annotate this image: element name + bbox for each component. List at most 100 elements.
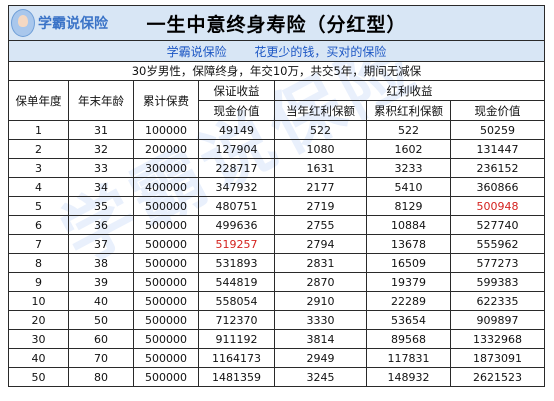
table-row: 4 34 400000 347932 2177 5410 360866 xyxy=(8,177,545,197)
cell-annual-bonus: 522 xyxy=(274,120,367,140)
cell-annual-bonus: 2719 xyxy=(274,196,367,216)
cell-premium: 500000 xyxy=(133,253,199,273)
cell-age: 50 xyxy=(68,310,134,330)
table-row: 9 39 500000 544819 2870 19379 599383 xyxy=(8,272,545,292)
cell-cash-value: 1481359 xyxy=(198,367,275,387)
cell-total-cash-value: 577273 xyxy=(450,253,545,273)
cell-annual-bonus: 2831 xyxy=(274,253,367,273)
cell-age: 33 xyxy=(68,158,134,178)
cell-policy-year: 4 xyxy=(8,177,69,197)
cell-age: 35 xyxy=(68,196,134,216)
cell-age: 36 xyxy=(68,215,134,235)
cell-annual-bonus: 2177 xyxy=(274,177,367,197)
cell-age: 32 xyxy=(68,139,134,159)
cell-policy-year: 50 xyxy=(8,367,69,387)
cell-premium: 500000 xyxy=(133,234,199,254)
cell-policy-year: 8 xyxy=(8,253,69,273)
cell-cumulative-bonus: 3233 xyxy=(366,158,451,178)
header-premium: 累计保费 xyxy=(133,80,199,121)
cell-age: 80 xyxy=(68,367,134,387)
cell-total-cash-value: 2621523 xyxy=(450,367,545,387)
cell-cumulative-bonus: 5410 xyxy=(366,177,451,197)
cell-cash-value: 519257 xyxy=(198,234,275,254)
cell-cash-value: 558054 xyxy=(198,291,275,311)
cell-total-cash-value: 527740 xyxy=(450,215,545,235)
header-age: 年末年龄 xyxy=(68,80,134,121)
cell-premium: 500000 xyxy=(133,329,199,349)
scenario-description: 30岁男性，保障终身，年交10万，共交5年，期间无减保 xyxy=(8,61,545,81)
cell-policy-year: 30 xyxy=(8,329,69,349)
table-row: 6 36 500000 499636 2755 10884 527740 xyxy=(8,215,545,235)
cell-policy-year: 7 xyxy=(8,234,69,254)
cell-premium: 500000 xyxy=(133,348,199,368)
slogan-row: 学霸说保险 花更少的钱，买对的保险 xyxy=(8,40,545,62)
header-cash-value: 现金价值 xyxy=(198,100,275,121)
insurance-benefit-table: 学霸说保险 一生中意终身寿险（分红型） 学霸说保险 花更少的钱，买对的保险 30… xyxy=(8,5,545,387)
cell-cumulative-bonus: 522 xyxy=(366,120,451,140)
cell-premium: 300000 xyxy=(133,158,199,178)
cell-annual-bonus: 3814 xyxy=(274,329,367,349)
cell-annual-bonus: 2910 xyxy=(274,291,367,311)
cell-age: 38 xyxy=(68,253,134,273)
table-row: 3 33 300000 228717 1631 3233 236152 xyxy=(8,158,545,178)
cell-cash-value: 499636 xyxy=(198,215,275,235)
cell-policy-year: 9 xyxy=(8,272,69,292)
cell-policy-year: 5 xyxy=(8,196,69,216)
cell-cash-value: 228717 xyxy=(198,158,275,178)
slogan-brand: 学霸说保险 xyxy=(166,44,227,59)
cell-total-cash-value: 236152 xyxy=(450,158,545,178)
cell-annual-bonus: 3245 xyxy=(274,367,367,387)
cell-total-cash-value: 909897 xyxy=(450,310,545,330)
table-row: 30 60 500000 911192 3814 89568 1332968 xyxy=(8,329,545,349)
cell-premium: 500000 xyxy=(133,291,199,311)
cell-total-cash-value: 131447 xyxy=(450,139,545,159)
cell-age: 34 xyxy=(68,177,134,197)
cell-premium: 500000 xyxy=(133,272,199,292)
cell-cash-value: 347932 xyxy=(198,177,275,197)
header-guaranteed-group: 保证收益 xyxy=(198,80,275,101)
cell-premium: 200000 xyxy=(133,139,199,159)
table-row: 8 38 500000 531893 2831 16509 577273 xyxy=(8,253,545,273)
cell-age: 40 xyxy=(68,291,134,311)
table-row: 10 40 500000 558054 2910 22289 622335 xyxy=(8,291,545,311)
cell-premium: 500000 xyxy=(133,367,199,387)
cell-cumulative-bonus: 148932 xyxy=(366,367,451,387)
cell-annual-bonus: 2870 xyxy=(274,272,367,292)
cell-policy-year: 1 xyxy=(8,120,69,140)
cell-cumulative-bonus: 22289 xyxy=(366,291,451,311)
cell-cash-value: 49149 xyxy=(198,120,275,140)
header-policy-year: 保单年度 xyxy=(8,80,69,121)
cell-premium: 500000 xyxy=(133,196,199,216)
cell-policy-year: 10 xyxy=(8,291,69,311)
table-row: 1 31 100000 49149 522 522 50259 xyxy=(8,120,545,140)
cell-age: 31 xyxy=(68,120,134,140)
cell-cumulative-bonus: 89568 xyxy=(366,329,451,349)
cell-total-cash-value: 500948 xyxy=(450,196,545,216)
table-title-cell: 学霸说保险 一生中意终身寿险（分红型） xyxy=(8,5,545,41)
cell-annual-bonus: 1080 xyxy=(274,139,367,159)
slogan-motto: 花更少的钱，买对的保险 xyxy=(254,44,387,59)
cell-cumulative-bonus: 16509 xyxy=(366,253,451,273)
cell-age: 60 xyxy=(68,329,134,349)
cell-cumulative-bonus: 10884 xyxy=(366,215,451,235)
cell-cash-value: 531893 xyxy=(198,253,275,273)
cell-cumulative-bonus: 19379 xyxy=(366,272,451,292)
cell-total-cash-value: 555962 xyxy=(450,234,545,254)
cell-annual-bonus: 3330 xyxy=(274,310,367,330)
header-dividend-group: 红利收益 xyxy=(274,80,545,101)
cell-cumulative-bonus: 8129 xyxy=(366,196,451,216)
brand-logo: 学霸说保险 xyxy=(11,9,108,37)
cell-cash-value: 1164173 xyxy=(198,348,275,368)
cell-cash-value: 911192 xyxy=(198,329,275,349)
cell-total-cash-value: 622335 xyxy=(450,291,545,311)
cell-cash-value: 712370 xyxy=(198,310,275,330)
cell-cumulative-bonus: 53654 xyxy=(366,310,451,330)
logo-text: 学霸说保险 xyxy=(38,16,108,32)
cell-annual-bonus: 2794 xyxy=(274,234,367,254)
header-annual-bonus: 当年红利保额 xyxy=(274,100,367,121)
cell-cash-value: 544819 xyxy=(198,272,275,292)
cell-premium: 500000 xyxy=(133,310,199,330)
cell-cash-value: 480751 xyxy=(198,196,275,216)
cell-annual-bonus: 2949 xyxy=(274,348,367,368)
